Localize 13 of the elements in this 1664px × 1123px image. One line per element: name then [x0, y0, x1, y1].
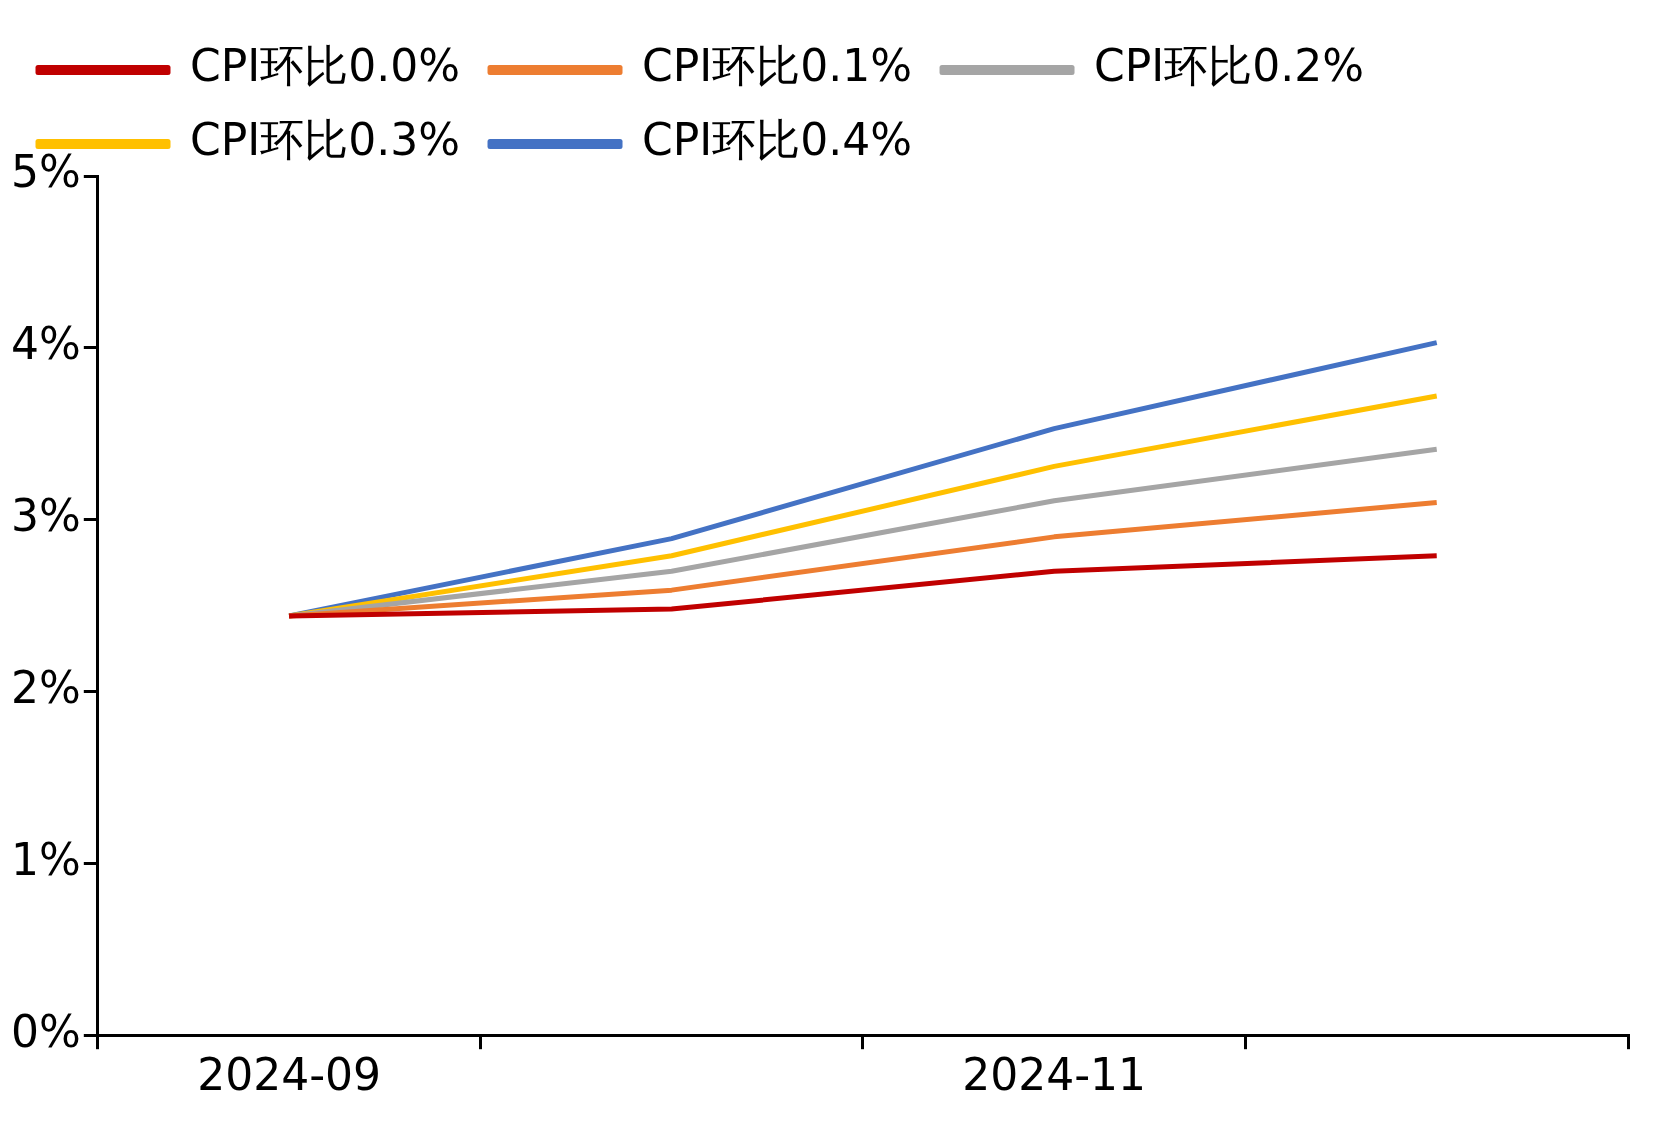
y-tick-label: 4%: [10, 318, 81, 370]
legend-label: CPI环比0.0%: [190, 40, 461, 92]
y-tick-label: 5%: [10, 146, 81, 198]
legend-label: CPI环比0.1%: [642, 40, 913, 92]
x-tick-label: 2024-11: [962, 1049, 1147, 1101]
y-tick-label: 2%: [10, 661, 81, 713]
legend-label: CPI环比0.4%: [642, 114, 913, 166]
x-tick-label: 2024-09: [197, 1049, 381, 1101]
legend-label: CPI环比0.3%: [190, 114, 461, 166]
y-tick-label: 1%: [10, 833, 81, 885]
legend-label: CPI环比0.2%: [1094, 40, 1365, 92]
y-tick-label: 3%: [10, 490, 81, 542]
y-tick-label: 0%: [10, 1005, 81, 1057]
